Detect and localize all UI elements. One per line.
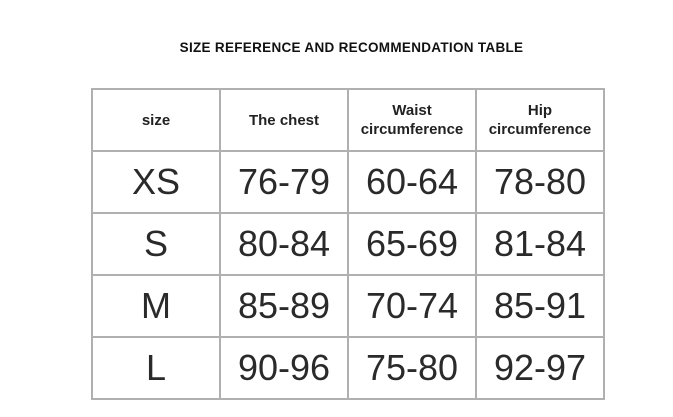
table-row: S 80-84 65-69 81-84 bbox=[91, 212, 605, 276]
size-table: size The chest Waist circumference Hip cir… bbox=[91, 88, 605, 400]
cell-hip: 92-97 bbox=[475, 336, 605, 400]
cell-hip: 78-80 bbox=[475, 150, 605, 214]
header-size: size bbox=[91, 88, 221, 152]
table-row: L 90-96 75-80 92-97 bbox=[91, 336, 605, 400]
header-label: circumference bbox=[488, 121, 592, 138]
header-waist: Waist circumference bbox=[347, 88, 477, 152]
table-title: SIZE REFERENCE AND RECOMMENDATION TABLE bbox=[179, 40, 524, 55]
cell-size: M bbox=[91, 274, 221, 338]
header-chest: The chest bbox=[219, 88, 349, 152]
header-label: The chest bbox=[248, 111, 320, 129]
cell-waist: 60-64 bbox=[347, 150, 477, 214]
cell-size: S bbox=[91, 212, 221, 276]
cell-hip: 85-91 bbox=[475, 274, 605, 338]
header-label: circumference bbox=[360, 121, 464, 138]
cell-chest: 80-84 bbox=[219, 212, 349, 276]
cell-size: L bbox=[91, 336, 221, 400]
cell-hip: 81-84 bbox=[475, 212, 605, 276]
cell-chest: 76-79 bbox=[219, 150, 349, 214]
cell-waist: 70-74 bbox=[347, 274, 477, 338]
header-row: size The chest Waist circumference Hip cir… bbox=[91, 88, 605, 152]
header-label: Hip bbox=[527, 102, 553, 119]
cell-chest: 90-96 bbox=[219, 336, 349, 400]
header-hip: Hip circumference bbox=[475, 88, 605, 152]
cell-chest: 85-89 bbox=[219, 274, 349, 338]
header-label: Waist bbox=[392, 102, 432, 119]
cell-waist: 75-80 bbox=[347, 336, 477, 400]
table-row: XS 76-79 60-64 78-80 bbox=[91, 150, 605, 214]
table-row: M 85-89 70-74 85-91 bbox=[91, 274, 605, 338]
cell-size: XS bbox=[91, 150, 221, 214]
header-label: size bbox=[141, 111, 171, 129]
cell-waist: 65-69 bbox=[347, 212, 477, 276]
